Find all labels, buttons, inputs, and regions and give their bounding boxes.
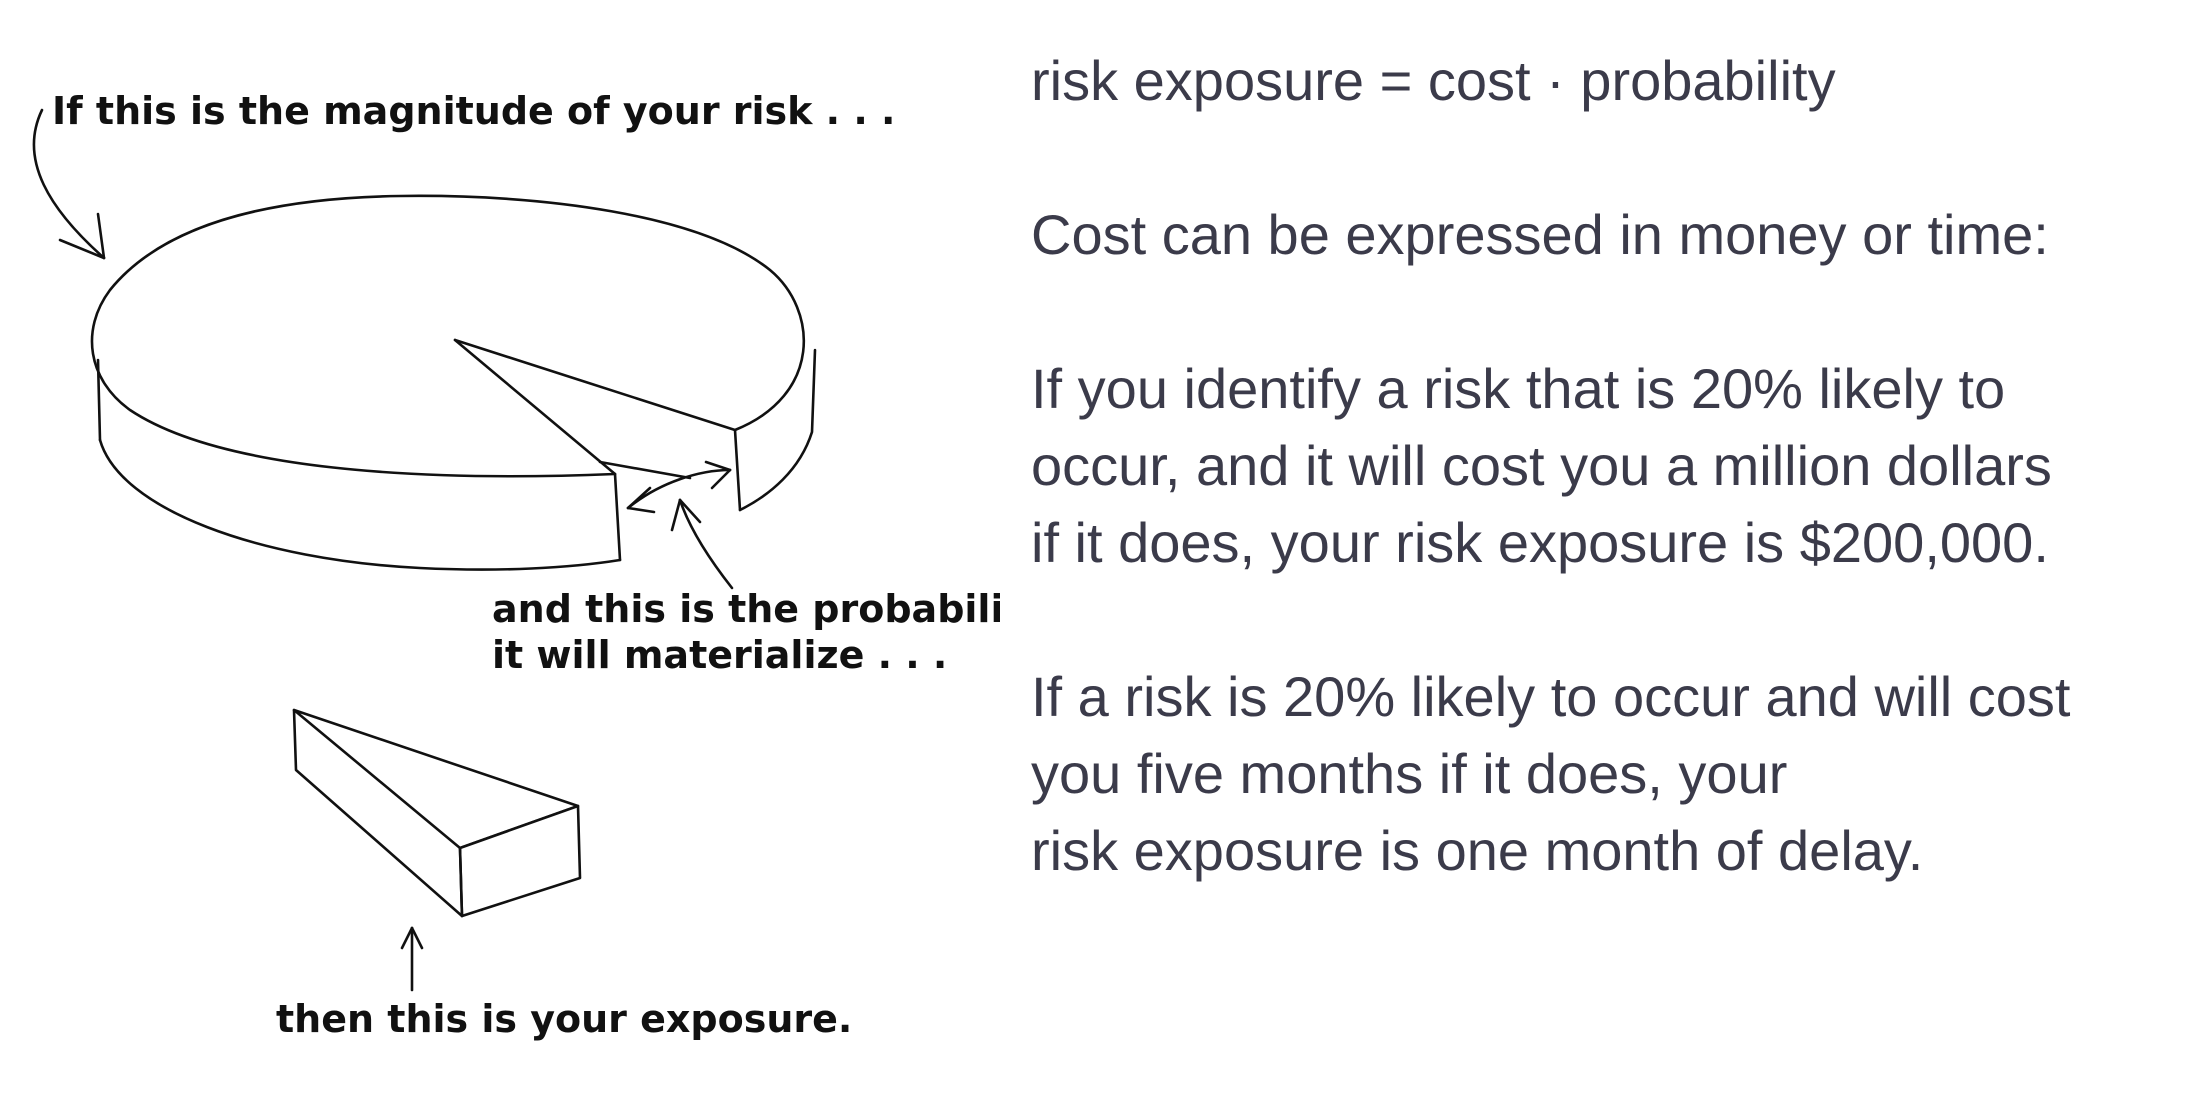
money-example-line: If you identify a risk that is 20% likel… xyxy=(1031,357,2006,420)
time-example-line: you five months if it does, your xyxy=(1031,742,1788,805)
formula-paragraph: risk exposure = cost · probability xyxy=(1031,42,2171,119)
exposure-label: then this is your exposure. xyxy=(276,997,852,1041)
explanation-text: risk exposure = cost · probability Cost … xyxy=(1031,42,2171,966)
probability-label-line1: and this is the probability xyxy=(492,587,1000,631)
exposure-arrow xyxy=(400,926,424,992)
risk-pie xyxy=(90,194,817,571)
probability-label-line2: it will materialize . . . xyxy=(492,633,947,677)
formula-text: risk exposure = cost · probability xyxy=(1031,49,1836,112)
probability-arrow xyxy=(670,498,734,590)
money-example-paragraph: If you identify a risk that is 20% likel… xyxy=(1031,350,2171,581)
time-example-paragraph: If a risk is 20% likely to occur and wil… xyxy=(1031,658,2171,889)
magnitude-label: If this is the magnitude of your risk . … xyxy=(52,89,895,133)
money-example-line: if it does, your risk exposure is $200,0… xyxy=(1031,511,2049,574)
magnitude-arrow xyxy=(32,108,106,260)
money-example-line: occur, and it will cost you a million do… xyxy=(1031,434,2052,497)
risk-pie-illustration: If this is the magnitude of your risk . … xyxy=(32,89,1000,1041)
exposure-wedge xyxy=(292,708,582,918)
time-example-line: If a risk is 20% likely to occur and wil… xyxy=(1031,665,2071,728)
cost-intro-text: Cost can be expressed in money or time: xyxy=(1031,203,2049,266)
time-example-line: risk exposure is one month of delay. xyxy=(1031,819,1924,882)
cost-intro-paragraph: Cost can be expressed in money or time: xyxy=(1031,196,2171,273)
